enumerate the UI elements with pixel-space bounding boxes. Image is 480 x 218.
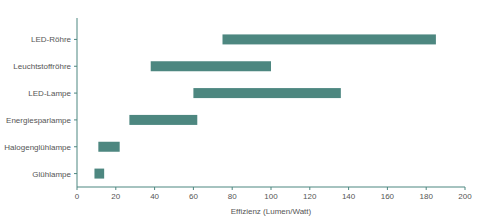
x-tick-label: 180 — [420, 192, 434, 201]
x-tick — [193, 187, 194, 190]
x-tick-label: 120 — [303, 192, 317, 201]
x-tick-label: 40 — [150, 192, 159, 201]
y-tick — [74, 173, 77, 174]
x-tick — [232, 187, 233, 190]
x-tick — [309, 187, 310, 190]
x-tick — [465, 187, 466, 190]
x-tick-label: 100 — [264, 192, 278, 201]
category-label: Halogenglühlampe — [4, 143, 71, 152]
bars — [94, 34, 435, 178]
x-tick — [77, 187, 78, 190]
x-tick — [348, 187, 349, 190]
y-tick — [74, 66, 77, 67]
x-tick — [387, 187, 388, 190]
x-tick-label: 0 — [75, 192, 80, 201]
range-bar — [151, 61, 271, 71]
category-label: LED-Röhre — [31, 35, 72, 44]
x-tick — [426, 187, 427, 190]
x-tick — [271, 187, 272, 190]
category-label: Energiesparlampe — [6, 116, 71, 125]
y-axis-line — [77, 18, 78, 187]
range-bar — [94, 169, 104, 179]
y-tick — [74, 146, 77, 147]
x-tick-label: 200 — [458, 192, 472, 201]
x-tick — [154, 187, 155, 190]
y-tick — [74, 93, 77, 94]
y-tick — [74, 39, 77, 40]
x-tick-label: 60 — [189, 192, 198, 201]
range-bar — [223, 34, 436, 44]
x-tick-label: 80 — [228, 192, 237, 201]
x-tick — [115, 187, 116, 190]
x-axis-label: Effizienz (Lumen/Watt) — [231, 207, 312, 216]
chart-container: LED-Röhre Leuchtstoffröhre LED-Lampe Energi… — [0, 0, 480, 218]
range-bar — [98, 142, 119, 152]
category-label: LED-Lampe — [28, 89, 71, 98]
chart: LED-Röhre Leuchtstoffröhre LED-Lampe Energi… — [0, 0, 480, 218]
category-label: Glühlampe — [32, 170, 71, 179]
x-tick-label: 140 — [342, 192, 356, 201]
x-tick-label: 20 — [111, 192, 120, 201]
y-tick — [74, 119, 77, 120]
range-bar — [129, 115, 197, 125]
category-label: Leuchtstoffröhre — [13, 62, 71, 71]
range-bar — [193, 88, 340, 98]
x-tick-label: 160 — [381, 192, 395, 201]
